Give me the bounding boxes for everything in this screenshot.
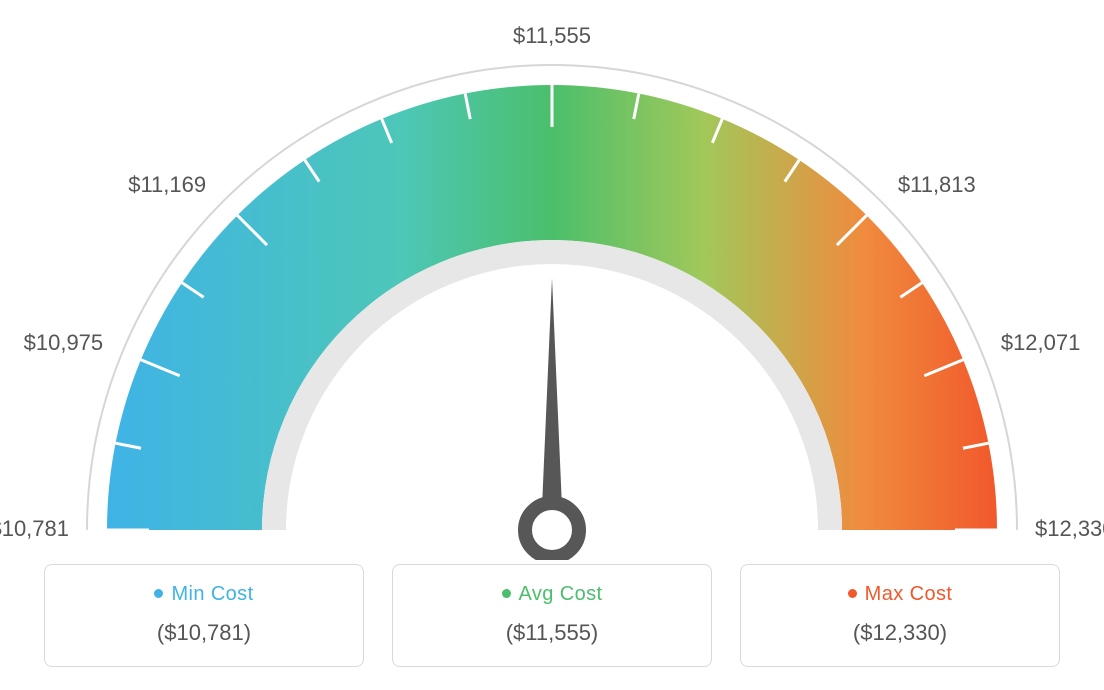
- gauge-svg: $10,781 $10,975 $11,169 $11,555 $11,813 $12,0…: [0, 0, 1104, 560]
- dot-icon: [154, 589, 163, 598]
- legend-title-text: Min Cost: [171, 583, 253, 605]
- gauge-needle-hub: [525, 503, 579, 557]
- gauge-tick-label: $11,169: [128, 172, 206, 197]
- gauge-tick-label: $12,071: [1001, 330, 1081, 355]
- gauge-tick-label: $10,975: [24, 330, 104, 355]
- gauge-chart: $10,781 $10,975 $11,169 $11,555 $11,813 $12,0…: [0, 0, 1104, 560]
- gauge-tick-label: $11,813: [898, 172, 976, 197]
- legend-value-max: ($12,330): [751, 620, 1049, 646]
- gauge-tick-label: $12,330: [1035, 516, 1104, 541]
- legend-title-avg: Avg Cost: [403, 583, 701, 606]
- legend-value-avg: ($11,555): [403, 620, 701, 646]
- dot-icon: [848, 589, 857, 598]
- gauge-tick-label: $10,781: [0, 516, 69, 541]
- legend-card-max: Max Cost ($12,330): [740, 564, 1060, 667]
- legend-value-min: ($10,781): [55, 620, 353, 646]
- legend-card-avg: Avg Cost ($11,555): [392, 564, 712, 667]
- dot-icon: [502, 589, 511, 598]
- gauge-tick-label: $11,555: [513, 23, 591, 48]
- legend-title-text: Max Cost: [865, 583, 953, 605]
- legend-title-max: Max Cost: [751, 583, 1049, 606]
- legend-title-text: Avg Cost: [519, 583, 603, 605]
- legend-row: Min Cost ($10,781) Avg Cost ($11,555) Ma…: [0, 564, 1104, 667]
- legend-card-min: Min Cost ($10,781): [44, 564, 364, 667]
- legend-title-min: Min Cost: [55, 583, 353, 606]
- gauge-needle: [541, 278, 563, 530]
